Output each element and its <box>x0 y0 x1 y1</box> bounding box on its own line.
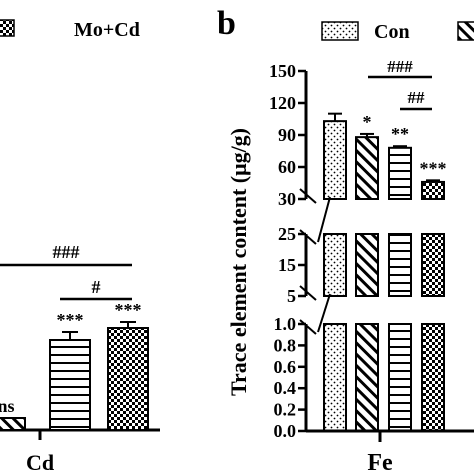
bar <box>323 323 347 432</box>
x-category-label: Cd <box>26 450 54 474</box>
significance-label: * <box>363 112 372 132</box>
bar <box>421 180 445 200</box>
bar <box>107 327 149 431</box>
y-axis-label: Trace element content (μg/g) <box>226 128 251 396</box>
axis-break-mark <box>299 188 317 204</box>
bar <box>421 233 445 297</box>
legend-swatch-dotted <box>321 21 359 41</box>
bars-b: ****** <box>317 112 447 432</box>
significance-label: ** <box>391 124 409 144</box>
y-axis-b: 0.00.20.40.60.81.0 5 15 25 30 60 90 120 150 <box>269 61 317 441</box>
y-tick-label: 150 <box>269 61 296 81</box>
panel-label-b: b <box>217 5 236 42</box>
y-tick-label: 1.0 <box>274 314 297 334</box>
bar-break-mark <box>317 293 331 333</box>
y-tick-label: 25 <box>278 224 296 244</box>
bar <box>323 233 347 297</box>
bar <box>421 323 445 432</box>
y-tick-label: 0.8 <box>274 335 297 355</box>
x-axis-label: Fe <box>367 450 393 474</box>
y-tick-label: 0.6 <box>274 357 297 377</box>
y-tick-label: 30 <box>278 189 296 209</box>
legend-label: Mo+Cd <box>74 19 140 41</box>
panel-b: b Con Trace element content (μg/g) 0.00.… <box>217 5 474 474</box>
y-tick-label: 0.4 <box>274 378 297 398</box>
bar <box>388 323 412 432</box>
y-tick-label: 0.0 <box>274 421 297 441</box>
legend-label-con: Con <box>374 21 410 43</box>
comparison-label: ### <box>53 242 80 262</box>
axis-break-mark <box>299 319 317 335</box>
significance-label: *** <box>115 300 142 320</box>
bar-break-mark <box>317 196 331 243</box>
bar <box>355 233 379 297</box>
comparison-label: ### <box>387 57 413 76</box>
significance-label: ns <box>0 396 15 416</box>
axis-break-mark <box>299 285 317 301</box>
significance-label: *** <box>420 158 447 178</box>
panel-a: Mo+Cd Cd ns *** *** ### # <box>0 19 160 474</box>
legend-swatch-diagonal <box>457 21 474 41</box>
bar <box>388 233 412 297</box>
significance-label: *** <box>57 310 84 330</box>
y-tick-label: 90 <box>278 125 296 145</box>
bar <box>0 417 26 431</box>
bars-a: ns *** *** <box>0 300 149 431</box>
bar <box>388 146 412 201</box>
comparison-label: ## <box>408 88 426 107</box>
y-tick-label: 5 <box>287 286 296 306</box>
axis-break-mark <box>299 229 317 245</box>
legend-swatch-checkered <box>0 19 15 37</box>
bar <box>355 136 379 200</box>
y-tick-label: 15 <box>278 255 296 275</box>
bar <box>49 339 91 431</box>
bar <box>323 120 347 200</box>
y-tick-label: 60 <box>278 157 296 177</box>
y-tick-label: 0.2 <box>274 400 297 420</box>
bar <box>355 323 379 432</box>
y-tick-label: 120 <box>269 93 296 113</box>
comparison-label: # <box>92 277 101 297</box>
